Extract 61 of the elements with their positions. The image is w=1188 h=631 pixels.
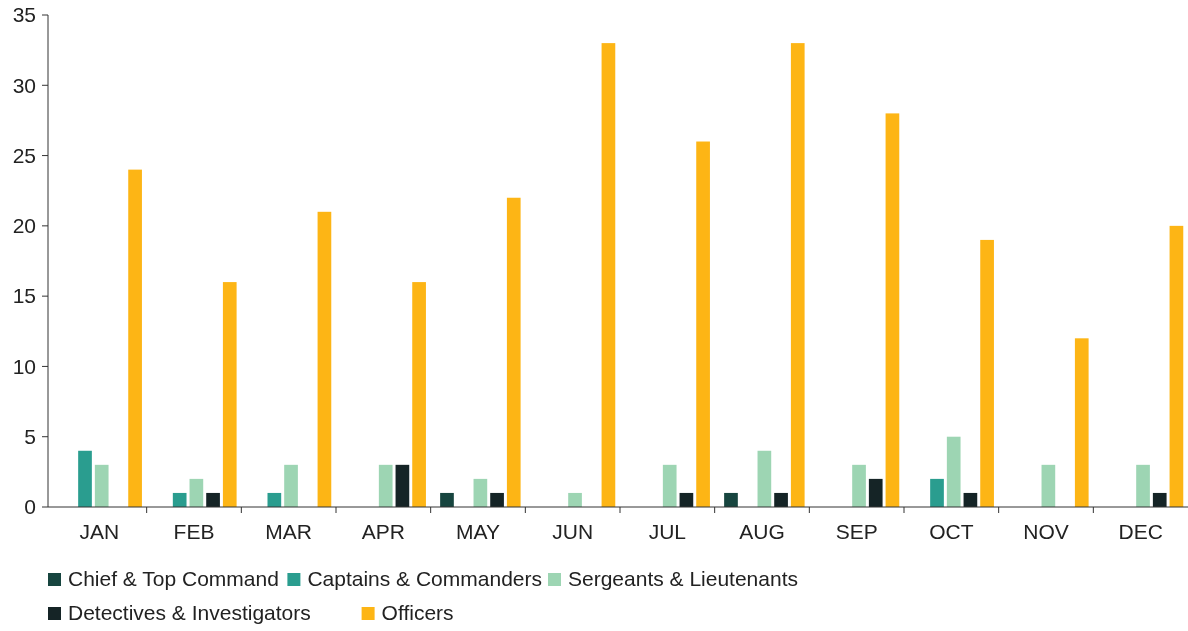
y-tick-label: 35	[12, 3, 36, 27]
y-tick-label: 30	[12, 73, 36, 97]
x-tick-label: JUL	[648, 520, 687, 543]
bar	[568, 492, 582, 507]
bar	[189, 478, 204, 507]
x-tick-label: MAR	[265, 520, 312, 543]
bar	[1074, 338, 1089, 507]
bar	[473, 478, 488, 507]
bar	[696, 141, 710, 507]
legend-label: Sergeants & Lieutenants	[568, 567, 798, 590]
legend-label: Officers	[381, 601, 454, 624]
x-tick-label: JUN	[552, 520, 594, 543]
bar	[506, 197, 521, 507]
y-tick-label: 0	[24, 495, 36, 519]
bar	[284, 464, 298, 507]
y-tick-label: 25	[12, 143, 36, 167]
x-tick-label: SEP	[835, 520, 878, 543]
bar	[946, 436, 961, 507]
bar	[94, 464, 109, 507]
y-tick-label: 20	[12, 214, 36, 238]
x-tick-label: NOV	[1023, 520, 1069, 543]
bar	[885, 113, 900, 507]
bar	[222, 282, 237, 507]
x-tick-label: AUG	[739, 520, 785, 543]
bar	[1152, 492, 1167, 507]
y-tick-label: 15	[12, 284, 36, 308]
bar	[128, 169, 142, 507]
x-tick-label: OCT	[929, 520, 974, 543]
x-tick-label: DEC	[1118, 520, 1163, 543]
bar	[601, 43, 616, 507]
bar	[790, 43, 805, 507]
bar	[412, 282, 426, 507]
bar	[267, 492, 282, 507]
x-tick-label: FEB	[173, 520, 215, 543]
y-tick-label: 5	[24, 425, 36, 449]
x-tick-label: MAY	[456, 520, 500, 543]
bar	[206, 492, 220, 507]
bar	[78, 450, 92, 507]
bar	[1041, 464, 1056, 507]
x-tick-label: APR	[361, 520, 405, 543]
bar	[930, 478, 944, 507]
bar	[980, 239, 994, 507]
bar	[757, 450, 772, 507]
bar	[662, 464, 677, 507]
legend-label: Detectives & Investigators	[68, 601, 311, 624]
y-tick-label: 10	[12, 354, 36, 378]
bar	[172, 492, 187, 507]
bar	[395, 464, 410, 507]
bar	[774, 492, 788, 507]
x-tick-label: JAN	[79, 520, 120, 543]
bar	[490, 492, 504, 507]
bar	[440, 492, 454, 507]
bar	[317, 211, 332, 507]
bar	[852, 464, 866, 507]
bar	[868, 478, 883, 507]
bar	[1169, 225, 1184, 507]
bar	[378, 464, 393, 507]
bar	[724, 492, 738, 507]
bar	[1136, 464, 1150, 507]
legend-label: Chief & Top Command	[68, 567, 279, 590]
legend-label: Captains & Commanders	[307, 567, 543, 590]
